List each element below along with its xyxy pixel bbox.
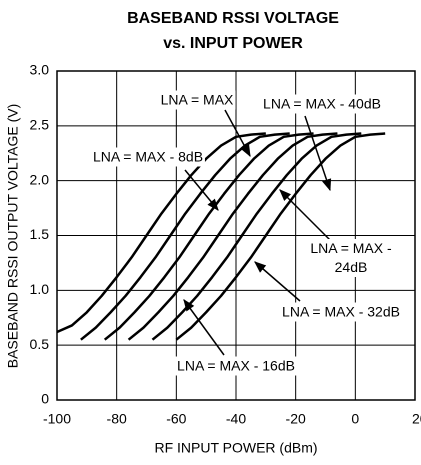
series-label: LNA = MAX (158, 90, 236, 110)
y-tick-label: 2.5 (30, 117, 50, 133)
y-tick-label: 3.0 (30, 62, 50, 78)
y-tick-label: 2.0 (30, 171, 50, 187)
chart-title: BASEBAND RSSI VOLTAGE (127, 10, 339, 27)
x-tick-label: -100 (43, 411, 71, 427)
series-line (127, 132, 338, 341)
x-axis-label: RF INPUT POWER (dBm) (154, 440, 317, 456)
series-label: LNA = MAX - 8dB (90, 147, 206, 167)
y-tick-label: 0.5 (30, 336, 50, 352)
series-label: LNA = MAX - 24dB (307, 239, 395, 277)
x-tick-label: -20 (286, 411, 306, 427)
series-line (80, 132, 290, 341)
label-arrow (254, 261, 301, 302)
y-tick-label: 1.0 (30, 281, 50, 297)
label-arrow (183, 299, 225, 356)
x-tick-label: -40 (226, 411, 246, 427)
y-tick-label: 1.5 (30, 226, 50, 242)
y-tick-label: 0 (41, 391, 49, 407)
series-label: LNA = MAX - 40dB (261, 94, 383, 114)
x-tick-label: -60 (166, 411, 186, 427)
label-arrow (279, 189, 331, 241)
series-line (56, 132, 266, 334)
series-line (175, 132, 386, 341)
label-arrow (304, 115, 332, 192)
series-line (103, 132, 314, 341)
x-tick-label: -80 (107, 411, 127, 427)
series-label: LNA = MAX - 16dB (175, 356, 297, 376)
y-axis-label: BASEBAND RSSI OUTPUT VOLTAGE (V) (5, 104, 21, 369)
plot-frame (56, 70, 416, 401)
chart-title: vs. INPUT POWER (163, 35, 303, 52)
label-arrow (224, 109, 251, 158)
x-tick-label: 20 (412, 411, 421, 427)
label-arrow (184, 169, 219, 211)
series-label: LNA = MAX - 32dB (280, 302, 402, 322)
x-tick-label: 0 (351, 411, 359, 427)
